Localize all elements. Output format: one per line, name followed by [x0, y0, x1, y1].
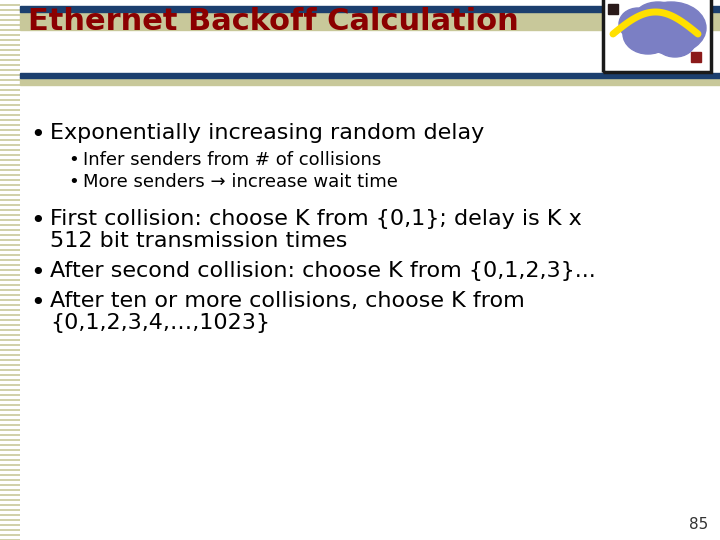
Bar	[20, 6, 720, 12]
Bar	[691, 52, 701, 62]
Text: Exponentially increasing random delay: Exponentially increasing random delay	[50, 123, 485, 143]
Bar	[608, 4, 618, 14]
Bar	[20, 12, 720, 30]
Text: 512 bit transmission times: 512 bit transmission times	[50, 231, 347, 251]
Text: After second collision: choose K from {0,1,2,3}...: After second collision: choose K from {0…	[50, 261, 595, 281]
Text: Ethernet Backoff Calculation: Ethernet Backoff Calculation	[28, 6, 518, 36]
Text: •: •	[30, 261, 45, 285]
Text: Infer senders from # of collisions: Infer senders from # of collisions	[83, 151, 382, 169]
Ellipse shape	[636, 2, 680, 30]
Text: First collision: choose K from {0,1}; delay is K x: First collision: choose K from {0,1}; de…	[50, 209, 582, 229]
Ellipse shape	[655, 27, 695, 57]
Bar	[603, 0, 711, 72]
Bar	[603, 0, 711, 72]
Text: •: •	[30, 291, 45, 315]
Bar	[20, 73, 720, 78]
Text: •: •	[30, 123, 45, 147]
Text: 85: 85	[689, 517, 708, 532]
Bar	[20, 77, 720, 85]
Ellipse shape	[623, 14, 673, 54]
Text: •: •	[68, 151, 78, 169]
Ellipse shape	[636, 2, 706, 54]
Ellipse shape	[619, 8, 657, 40]
Text: After ten or more collisions, choose K from: After ten or more collisions, choose K f…	[50, 291, 525, 311]
Text: •: •	[68, 173, 78, 191]
Text: More senders → increase wait time: More senders → increase wait time	[83, 173, 398, 191]
Text: •: •	[30, 209, 45, 233]
Text: {0,1,2,3,4,…,1023}: {0,1,2,3,4,…,1023}	[50, 313, 270, 333]
